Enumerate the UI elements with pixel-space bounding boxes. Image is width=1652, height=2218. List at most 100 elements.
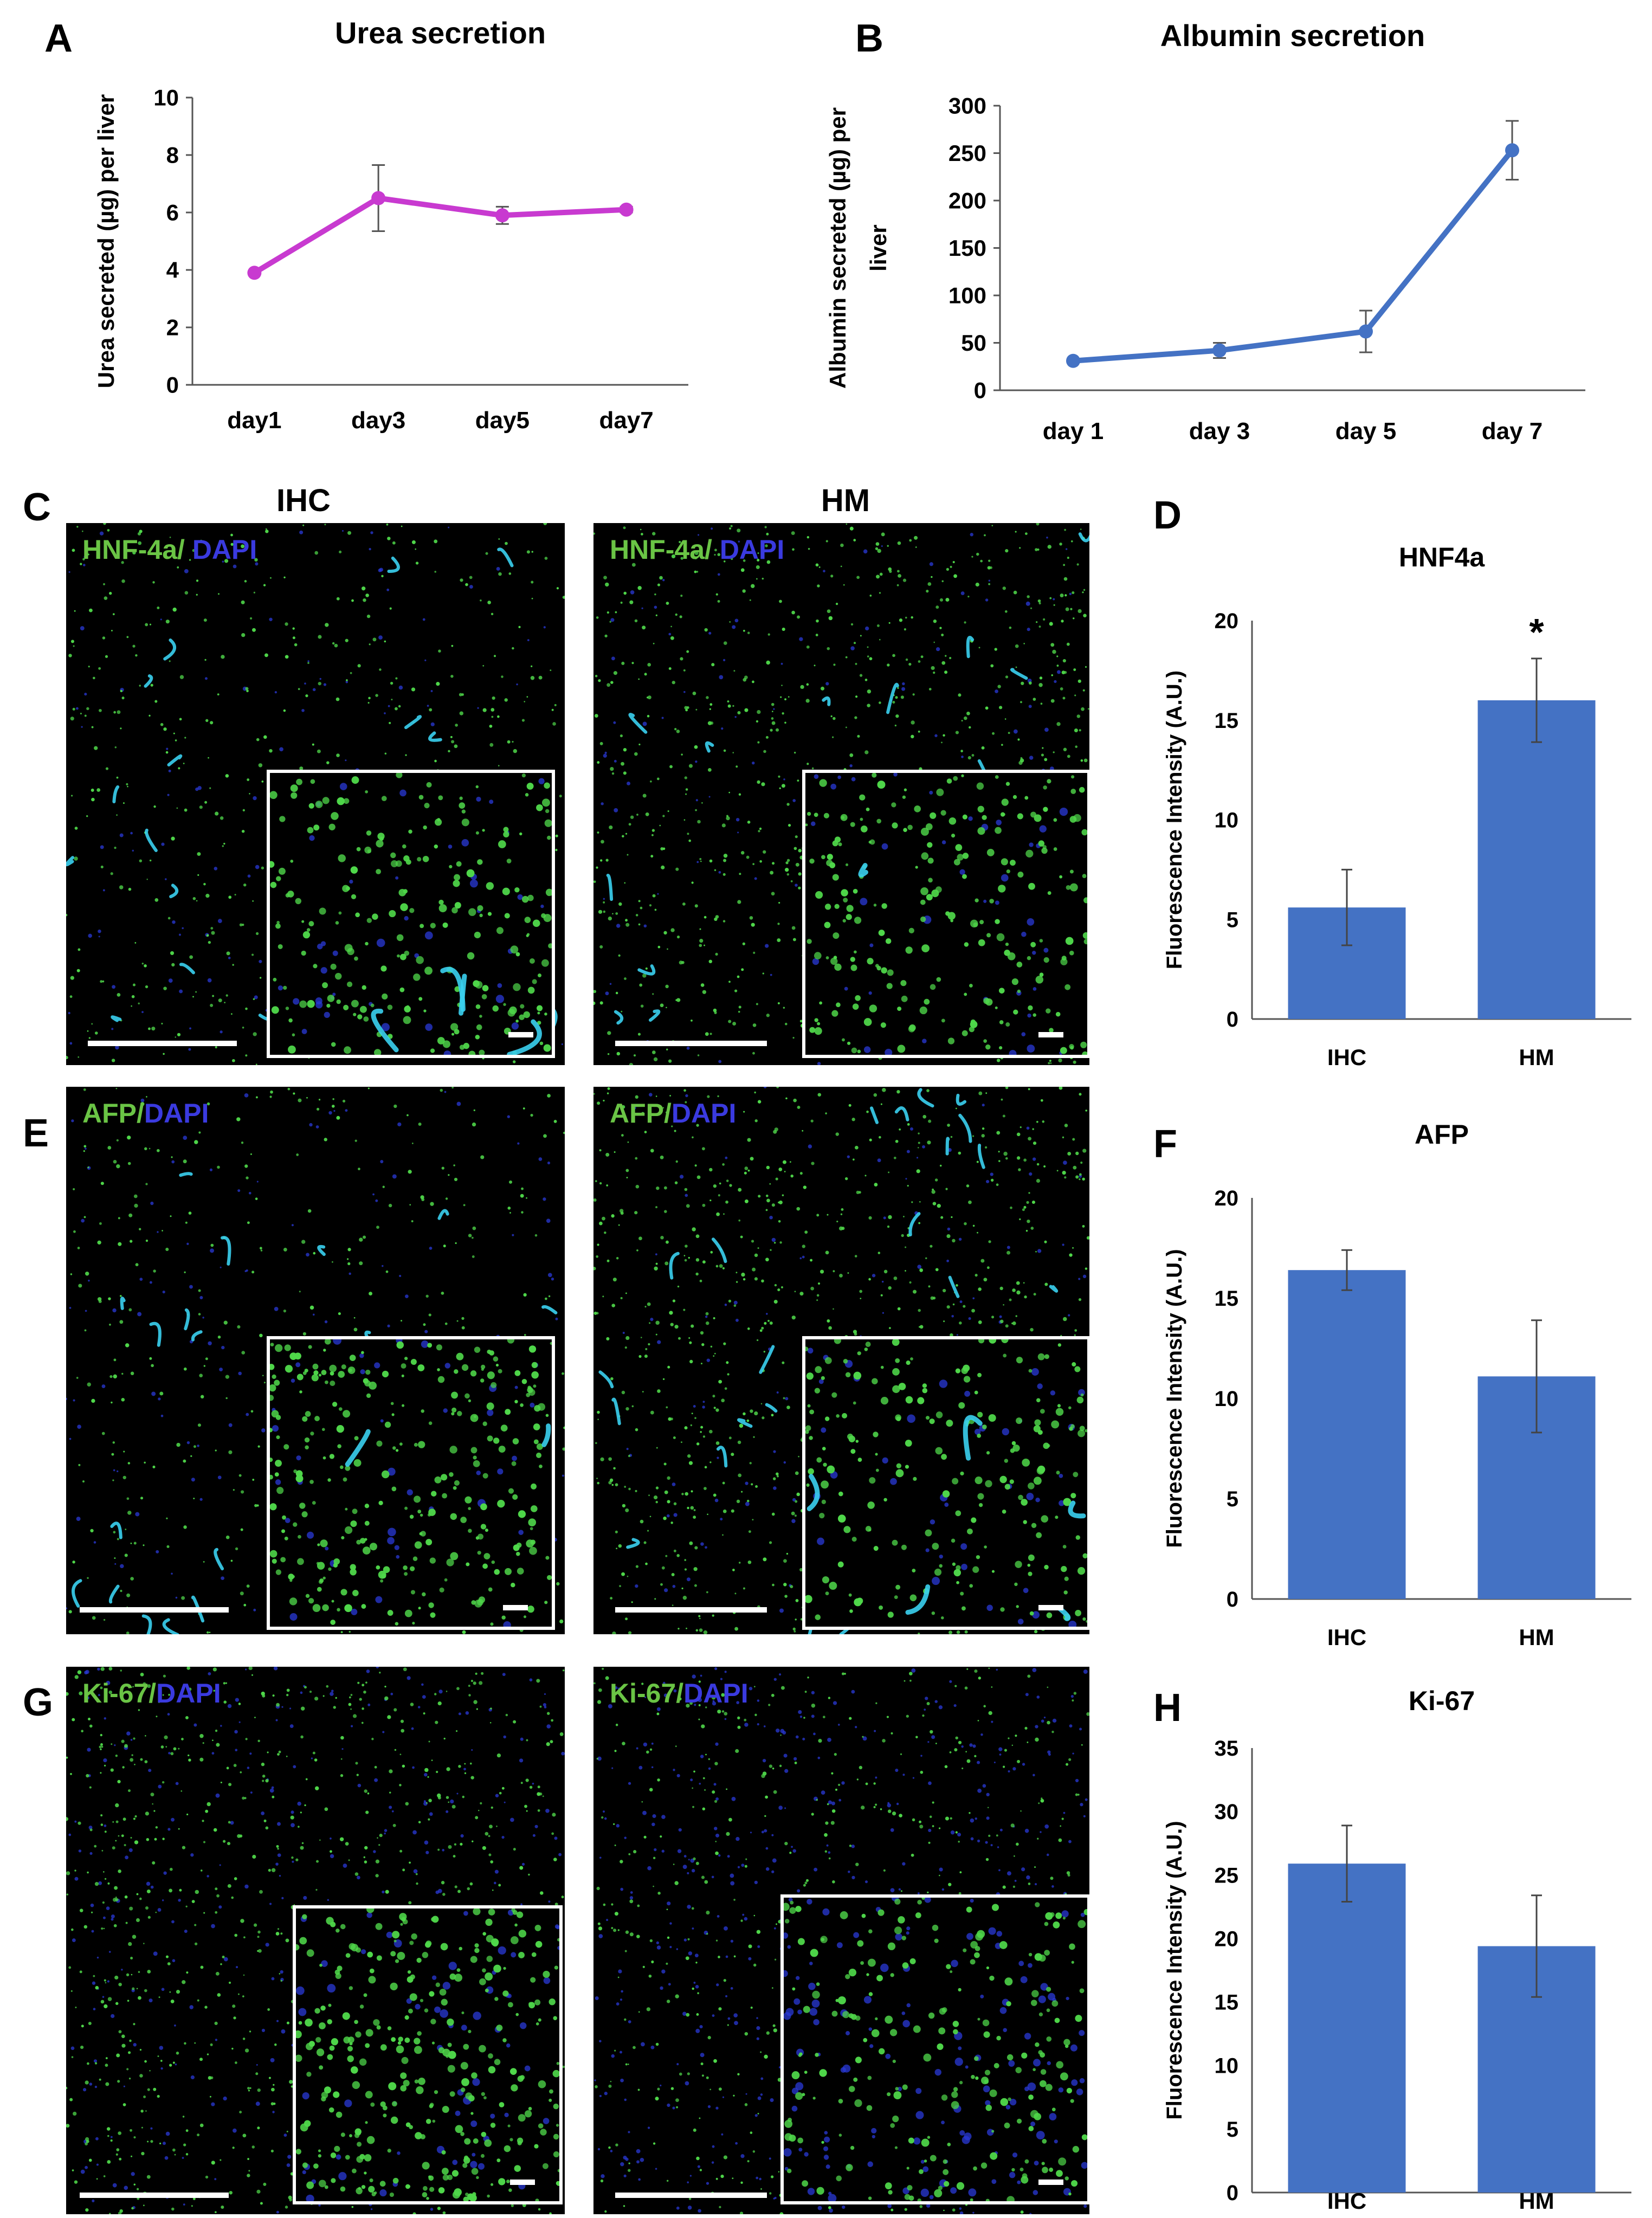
inset-texture [805, 1339, 1087, 1627]
bar [1288, 1864, 1406, 2193]
y-tick-label: 4 [166, 257, 179, 283]
y-tick-label: 50 [961, 330, 986, 356]
x-tick-label: HM [1519, 1044, 1554, 1070]
y-tick-label: 200 [948, 188, 986, 214]
y-tick-label: 10 [153, 85, 179, 111]
urea-chart: Urea secretion 0 2 4 6 8 10 Urea secreted (µg) … [93, 16, 688, 434]
y-tick-label: 10 [1215, 1387, 1239, 1411]
x-tick-label: HM [1519, 1624, 1554, 1650]
y-axis-label: Fluorescence Intensity (A.U.) [1163, 1821, 1186, 2119]
column-title-hm: HM [821, 483, 870, 518]
stain-label: AFP/DAPI [82, 1098, 209, 1129]
inset-texture [270, 773, 552, 1055]
data-point [619, 202, 634, 217]
inset-scale-bar [510, 2180, 535, 2185]
inset-texture [805, 773, 1087, 1055]
series-line [253, 195, 627, 275]
data-point [247, 266, 262, 280]
chart-title: Urea secretion [335, 16, 546, 50]
stain-label: Ki-67/DAPI [82, 1678, 221, 1708]
y-tick-label: 5 [1227, 2118, 1238, 2142]
y-tick-label: 20 [1215, 1187, 1239, 1210]
data-point [1359, 324, 1373, 339]
stain-label: Ki-67/DAPI [610, 1678, 748, 1708]
panel-label-h: H [1153, 1686, 1182, 1730]
magnified-inset [802, 1336, 1089, 1630]
scale-bar [615, 1041, 767, 1046]
panel-label-a: A [44, 17, 73, 60]
inset-scale-bar [508, 1032, 533, 1037]
micrograph-ki67-hm: Ki-67/DAPI [593, 1667, 1089, 2214]
x-tick-label: day 7 [1482, 418, 1543, 444]
y-tick-label: 100 [948, 283, 986, 308]
y-tick-label: 10 [1215, 2054, 1239, 2078]
magnified-inset [780, 1894, 1089, 2204]
x-tick-label: day1 [227, 407, 281, 434]
y-tick-label: 30 [1215, 1800, 1239, 1824]
y-axis-label-line2: liver [866, 224, 891, 271]
bar [1288, 1270, 1406, 1599]
y-tick-label: 300 [948, 93, 986, 119]
micrograph-ki67-ihc: Ki-67/DAPI [66, 1667, 565, 2214]
magnified-inset [802, 770, 1089, 1058]
x-tick-label: IHC [1327, 1044, 1366, 1070]
y-axis-label: Fluorescence Intensity (A.U.) [1163, 1249, 1186, 1548]
chart-title: Albumin secretion [1160, 18, 1425, 53]
chart-title: Ki-67 [1409, 1686, 1475, 1716]
y-tick-label: 25 [1215, 1864, 1239, 1887]
magnified-inset [267, 770, 555, 1058]
chart-title: AFP [1415, 1119, 1469, 1150]
y-tick-label: 5 [1227, 1487, 1238, 1511]
scale-bar [88, 1041, 237, 1046]
inset-texture [784, 1898, 1087, 2201]
magnified-inset [293, 1905, 563, 2204]
y-tick-label: 8 [166, 143, 179, 168]
albumin-chart: Albumin secretion 0 50 100 150 200 250 300 Album… [825, 18, 1585, 444]
stain-label: AFP/DAPI [610, 1098, 737, 1129]
micrograph-hnf-hm: HNF-4a/ DAPI [593, 523, 1089, 1065]
data-point [495, 208, 509, 223]
y-tick-label: 0 [1227, 2181, 1238, 2205]
y-tick-label: 250 [948, 140, 986, 166]
y-tick-label: 10 [1215, 809, 1239, 833]
y-tick-label: 2 [166, 315, 179, 340]
y-tick-label: 15 [1215, 1287, 1239, 1311]
data-point [1505, 143, 1519, 158]
micrograph-afp-ihc: AFP/DAPI [66, 1087, 565, 1634]
x-tick-label: day 5 [1335, 418, 1397, 444]
scale-bar [615, 1607, 767, 1613]
bar [1477, 700, 1596, 1019]
inset-scale-bar [503, 1605, 528, 1610]
data-point [1066, 353, 1080, 368]
micrograph-hnf-ihc: HNF-4a/ DAPI [66, 523, 565, 1065]
inset-texture [270, 1339, 552, 1627]
panel-label-b: B [855, 17, 883, 60]
scale-bar [80, 1607, 229, 1613]
x-tick-label: day3 [351, 407, 405, 434]
y-tick-label: 15 [1215, 709, 1239, 733]
y-tick-label: 0 [974, 378, 986, 403]
y-axis-label: Urea secreted (µg) per liver [93, 94, 119, 388]
chart-title: HNF4a [1399, 542, 1486, 572]
x-tick-label: day 3 [1189, 418, 1250, 444]
x-tick-label: day 1 [1043, 418, 1104, 444]
stain-label: HNF-4a/ DAPI [610, 534, 785, 565]
y-tick-label: 35 [1215, 1737, 1239, 1761]
inset-scale-bar [1038, 2180, 1063, 2185]
y-tick-label: 0 [1227, 1008, 1238, 1031]
panel-label-c: C [23, 486, 51, 529]
y-tick-label: 0 [166, 372, 179, 398]
y-tick-label: 20 [1215, 1927, 1239, 1951]
data-point [1212, 343, 1227, 358]
inset-scale-bar [1038, 1605, 1063, 1610]
y-tick-label: 6 [166, 200, 179, 225]
x-tick-label: IHC [1327, 1624, 1366, 1650]
inset-texture [296, 1908, 559, 2201]
y-axis-label-line1: Albumin secreted (µg) per [825, 107, 850, 389]
stain-label: HNF-4a/ DAPI [82, 534, 257, 565]
x-tick-label: day5 [475, 407, 530, 434]
y-tick-label: 5 [1227, 908, 1238, 932]
